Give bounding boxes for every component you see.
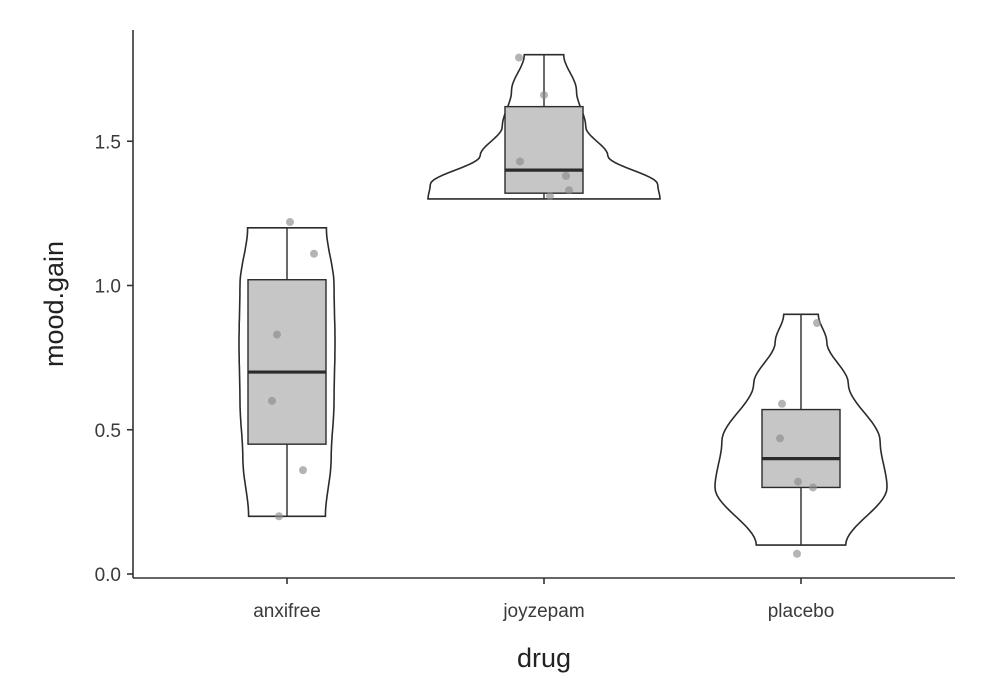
plot-area [238, 53, 888, 558]
data-point [793, 549, 801, 558]
group-joyzepam [427, 53, 661, 201]
data-point [286, 218, 294, 227]
box-joyzepam [504, 105, 584, 194]
data-point [299, 466, 307, 475]
group-placebo [714, 313, 888, 558]
y-tick-label: 0.0 [95, 565, 121, 586]
box-placebo [761, 408, 841, 489]
data-point [310, 249, 318, 258]
y-axis-ticks: 0.0 0.5 1.0 1.5 [95, 132, 133, 586]
y-tick-label: 0.5 [95, 421, 121, 442]
x-tick-label: joyzepam [502, 601, 584, 622]
group-anxifree [238, 218, 336, 521]
x-axis-title: drug [517, 643, 571, 673]
data-point [275, 512, 283, 521]
data-point [268, 396, 276, 405]
data-point [776, 434, 784, 443]
data-point [809, 483, 817, 492]
x-axis-ticks: anxifree joyzepam placebo [253, 578, 834, 622]
data-point [562, 171, 570, 180]
data-point [565, 186, 573, 195]
data-point [273, 330, 281, 339]
data-point [546, 192, 554, 201]
x-tick-label: anxifree [253, 601, 321, 622]
data-point [813, 319, 821, 328]
y-tick-label: 1.0 [95, 277, 121, 298]
box-anxifree [247, 279, 327, 445]
data-point [794, 477, 802, 486]
y-tick-label: 1.5 [95, 132, 121, 153]
data-point [540, 91, 548, 100]
data-point [516, 157, 524, 166]
data-point [778, 399, 786, 408]
y-axis-title: mood.gain [39, 241, 69, 367]
data-point [515, 53, 523, 62]
x-tick-label: placebo [768, 601, 835, 622]
